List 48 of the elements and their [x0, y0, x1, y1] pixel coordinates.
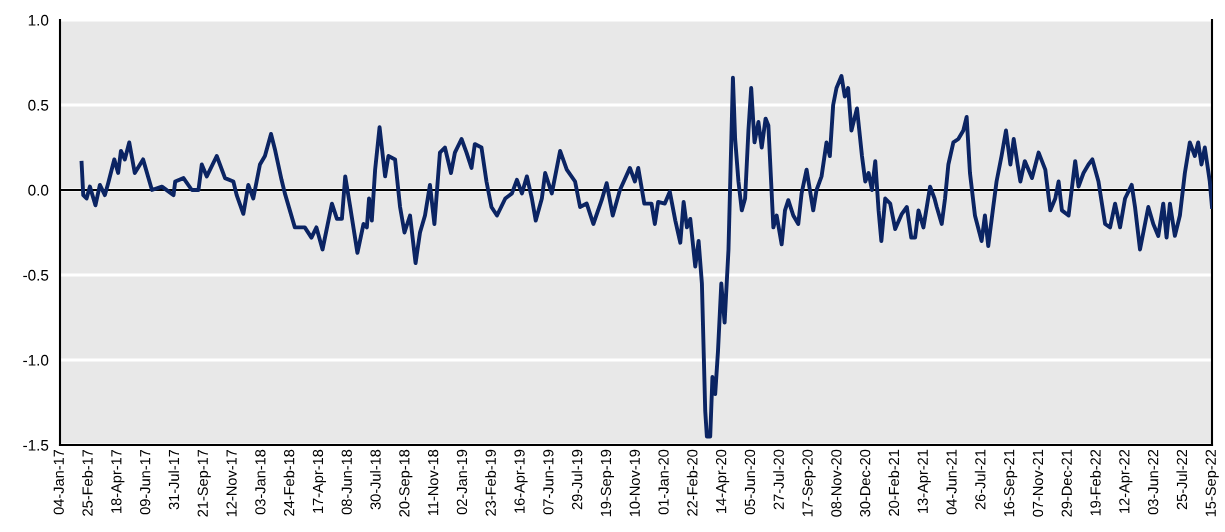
x-tick-label: 29-Dec-21: [1061, 449, 1072, 517]
x-tick-label: 05-Jun-20: [744, 449, 756, 515]
x-tick-label: 13-Apr-21: [917, 449, 931, 513]
y-tick-label: -1.0: [23, 354, 49, 366]
y-tick-label: -1.5: [23, 440, 49, 451]
x-tick-label: 24-Feb-18: [283, 449, 295, 516]
x-tick-label: 21-Sep-17: [197, 449, 211, 517]
x-tick-label: 03-Jan-18: [255, 449, 266, 515]
x-tick-label: 27-Jul-20: [773, 449, 784, 510]
x-tick-label: 30-Dec-20: [859, 449, 871, 517]
x-tick-label: 07-Nov-21: [1032, 449, 1044, 517]
x-tick-label: 16-Apr-19: [514, 449, 528, 513]
x-tick-label: 04-Jun-21: [946, 449, 957, 515]
x-tick-label: 20-Feb-21: [888, 449, 900, 516]
x-tick-label: 08-Nov-20: [831, 449, 842, 517]
x-tick-label: 14-Apr-20: [715, 449, 730, 513]
x-tick-label: 25-Jul-22: [1176, 449, 1188, 510]
x-tick-label: 19-Feb-22: [1090, 449, 1101, 516]
line-series: [79, 74, 1212, 439]
x-tick-label: 10-Nov-19: [629, 449, 640, 517]
x-tick-label: 22-Feb-20: [686, 449, 698, 516]
x-tick-label: 03-Jun-22: [1147, 449, 1159, 515]
x-tick-label: 11-Nov-18: [427, 449, 439, 516]
x-tick-label: 08-Jun-18: [341, 449, 352, 515]
x-tick-label: 17-Apr-18: [312, 449, 326, 513]
y-tick-label: 0.0: [28, 184, 49, 196]
x-tick-label: 20-Sep-18: [399, 449, 413, 517]
x-tick-label: 12-Nov-17: [226, 449, 237, 517]
x-tick-label: 01-Jan-20: [658, 449, 669, 515]
x-tick-label: 19-Sep-19: [600, 449, 614, 517]
x-tick-label: 29-Jul-19: [571, 449, 583, 510]
x-tick-label: 02-Jan-19: [456, 449, 468, 515]
x-tick-label: 04-Jan-17: [53, 449, 64, 515]
y-tick-label: 0.5: [28, 99, 49, 111]
x-tick-label: 30-Jul-18: [370, 449, 381, 510]
x-tick-label: 23-Feb-19: [485, 449, 496, 516]
x-tick-label: 17-Sep-20: [802, 449, 816, 517]
x-tick-label: 09-Jun-17: [139, 449, 151, 515]
x-tick-label: 15-Sep-22: [1205, 449, 1219, 517]
y-tick-label: -0.5: [23, 269, 49, 281]
x-tick-label: 26-Jul-21: [974, 449, 986, 510]
x-tick-label: 07-Jun-19: [543, 449, 554, 515]
x-tick-label: 18-Apr-17: [111, 449, 125, 513]
x-tick-label: 16-Sep-21: [1003, 449, 1018, 517]
x-tick-label: 12-Apr-22: [1119, 449, 1133, 513]
x-tick-label: 25-Feb-17: [82, 449, 93, 516]
x-tick-label: 31-Jul-17: [168, 449, 180, 510]
y-tick-label: 1.0: [28, 14, 49, 26]
